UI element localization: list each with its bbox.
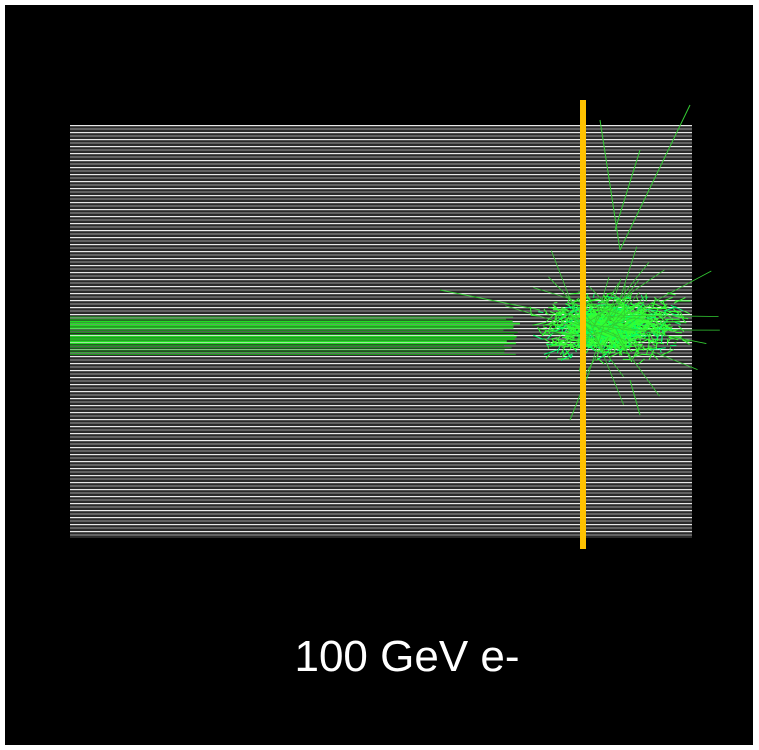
track (649, 305, 650, 307)
track (646, 317, 656, 318)
caption: 100 GeV e- (294, 632, 519, 681)
page: 100 GeV e- (() => { const data = JSON.pa… (0, 0, 759, 750)
event-display: 100 GeV e- (0, 0, 759, 750)
track (641, 354, 651, 355)
track (573, 324, 574, 332)
track (672, 331, 676, 332)
track (615, 349, 616, 351)
